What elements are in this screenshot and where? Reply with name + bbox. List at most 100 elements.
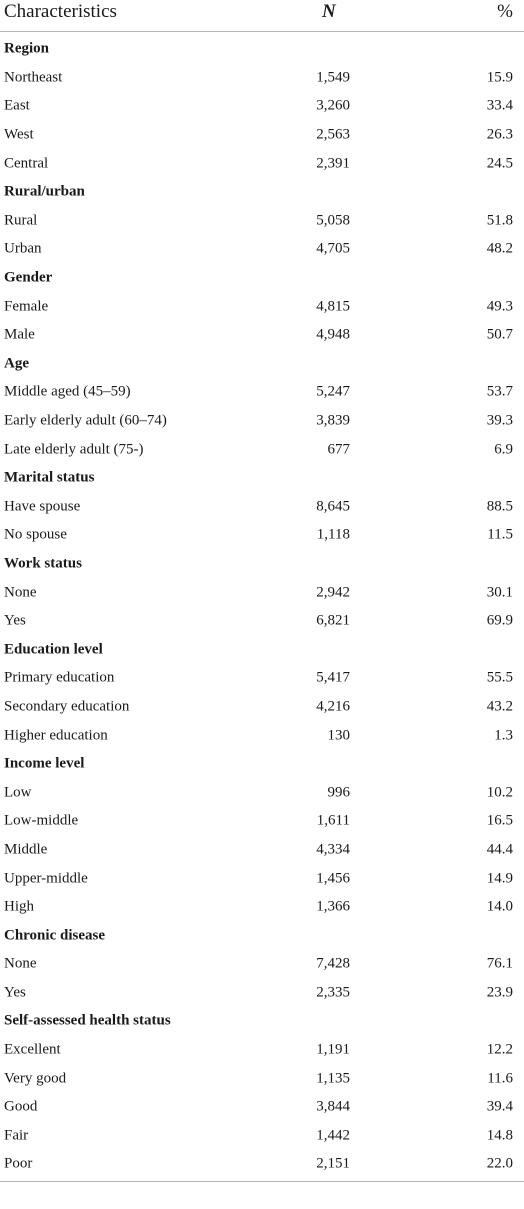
group-row: Chronic disease	[0, 921, 524, 950]
row-label: Poor	[4, 1155, 33, 1172]
header-characteristics: Characteristics	[4, 1, 117, 22]
row-percent-value: 49.3	[486, 298, 513, 315]
row-label: Central	[4, 155, 49, 172]
row-percent-value: 11.5	[487, 526, 513, 543]
group-row: Marital status	[0, 464, 524, 493]
row-label: Secondary education	[4, 698, 130, 715]
row-percent-value: 10.2	[486, 784, 513, 801]
group-label: Age	[4, 355, 29, 372]
table-row: Middle 4,334 44.4	[0, 836, 524, 865]
row-n-value: 8,645	[316, 498, 350, 515]
row-n-value: 2,942	[316, 584, 350, 601]
row-label: Upper-middle	[4, 870, 88, 887]
table-row: Upper-middle 1,456 14.9	[0, 864, 524, 893]
row-n-value: 4,948	[316, 326, 350, 343]
row-n-value: 4,815	[316, 298, 350, 315]
row-n-value: 4,334	[316, 841, 350, 858]
row-n-value: 1,118	[316, 526, 350, 543]
row-percent-value: 44.4	[486, 841, 513, 858]
table-row: Central 2,391 24.5	[0, 149, 524, 178]
row-label: Northeast	[4, 69, 63, 86]
table-row: Very good 1,135 11.6	[0, 1064, 524, 1093]
group-row: Region	[0, 35, 524, 64]
row-label: Male	[4, 326, 35, 343]
group-row: Gender	[0, 264, 524, 293]
table-row: Early elderly adult (60–74) 3,839 39.3	[0, 407, 524, 436]
table-row: Secondary education 4,216 43.2	[0, 693, 524, 722]
row-percent-value: 22.0	[486, 1155, 513, 1172]
table-row: Male 4,948 50.7	[0, 321, 524, 350]
group-label: Marital status	[4, 469, 95, 486]
row-n-value: 677	[327, 441, 351, 458]
group-label: Chronic disease	[4, 927, 105, 944]
header-rule	[0, 31, 524, 32]
group-row: Work status	[0, 550, 524, 579]
row-label: Excellent	[4, 1041, 61, 1058]
row-label: Early elderly adult (60–74)	[4, 412, 167, 429]
table-row: Low 996 10.2	[0, 778, 524, 807]
group-row: Education level	[0, 635, 524, 664]
row-percent-value: 30.1	[486, 584, 513, 601]
row-percent-value: 26.3	[486, 126, 513, 143]
row-n-value: 1,611	[316, 812, 350, 829]
row-n-value: 1,191	[316, 1041, 350, 1058]
row-label: Urban	[4, 240, 42, 257]
row-label: Yes	[4, 612, 26, 629]
row-n-value: 1,456	[316, 870, 350, 887]
row-percent-value: 69.9	[486, 612, 513, 629]
row-n-value: 1,442	[316, 1127, 350, 1144]
row-label: Female	[4, 298, 49, 315]
group-row: Income level	[0, 750, 524, 779]
row-percent-value: 16.5	[486, 812, 513, 829]
row-label: High	[4, 898, 34, 915]
table-row: Low-middle 1,611 16.5	[0, 807, 524, 836]
row-label: Very good	[4, 1070, 67, 1087]
group-label: Work status	[4, 555, 82, 572]
row-label: Middle	[4, 841, 48, 858]
table-row: Late elderly adult (75-) 677 6.9	[0, 435, 524, 464]
group-row: Age	[0, 350, 524, 379]
group-label: Education level	[4, 641, 103, 658]
row-n-value: 2,563	[316, 126, 350, 143]
row-label: East	[4, 97, 30, 114]
row-label: No spouse	[4, 526, 67, 543]
row-n-value: 7,428	[316, 955, 350, 972]
row-percent-value: 48.2	[486, 240, 513, 257]
row-percent-value: 39.4	[486, 1098, 513, 1115]
row-percent-value: 39.3	[486, 412, 513, 429]
row-percent-value: 15.9	[486, 69, 513, 86]
row-percent-value: 14.8	[486, 1127, 513, 1144]
table-header: Characteristics N %	[0, 0, 524, 30]
row-percent-value: 23.9	[486, 984, 513, 1001]
row-n-value: 5,058	[316, 212, 350, 229]
row-n-value: 2,391	[316, 155, 350, 172]
table-row: Middle aged (45–59) 5,247 53.7	[0, 378, 524, 407]
group-label: Rural/urban	[4, 183, 85, 200]
row-label: Good	[4, 1098, 38, 1115]
row-n-value: 1,135	[316, 1070, 350, 1087]
row-n-value: 130	[327, 727, 351, 744]
row-percent-value: 12.2	[486, 1041, 513, 1058]
group-row: Rural/urban	[0, 178, 524, 207]
table-row: West 2,563 26.3	[0, 121, 524, 150]
row-label: None	[4, 955, 37, 972]
row-n-value: 996	[327, 784, 351, 801]
row-percent-value: 14.0	[486, 898, 513, 915]
group-label: Region	[4, 40, 49, 57]
row-label: Have spouse	[4, 498, 81, 515]
row-label: Low	[4, 784, 32, 801]
header-n: N	[322, 1, 336, 22]
table-row: Yes 2,335 23.9	[0, 979, 524, 1008]
table-row: None 2,942 30.1	[0, 578, 524, 607]
row-percent-value: 88.5	[486, 498, 513, 515]
row-percent-value: 76.1	[486, 955, 513, 972]
table-row: None 7,428 76.1	[0, 950, 524, 979]
row-n-value: 3,839	[316, 412, 350, 429]
table-row: Female 4,815 49.3	[0, 292, 524, 321]
table-row: Yes 6,821 69.9	[0, 607, 524, 636]
row-label: West	[4, 126, 34, 143]
table-row: Fair 1,442 14.8	[0, 1122, 524, 1151]
row-n-value: 1,549	[316, 69, 350, 86]
row-n-value: 1,366	[316, 898, 350, 915]
row-label: Higher education	[4, 727, 108, 744]
